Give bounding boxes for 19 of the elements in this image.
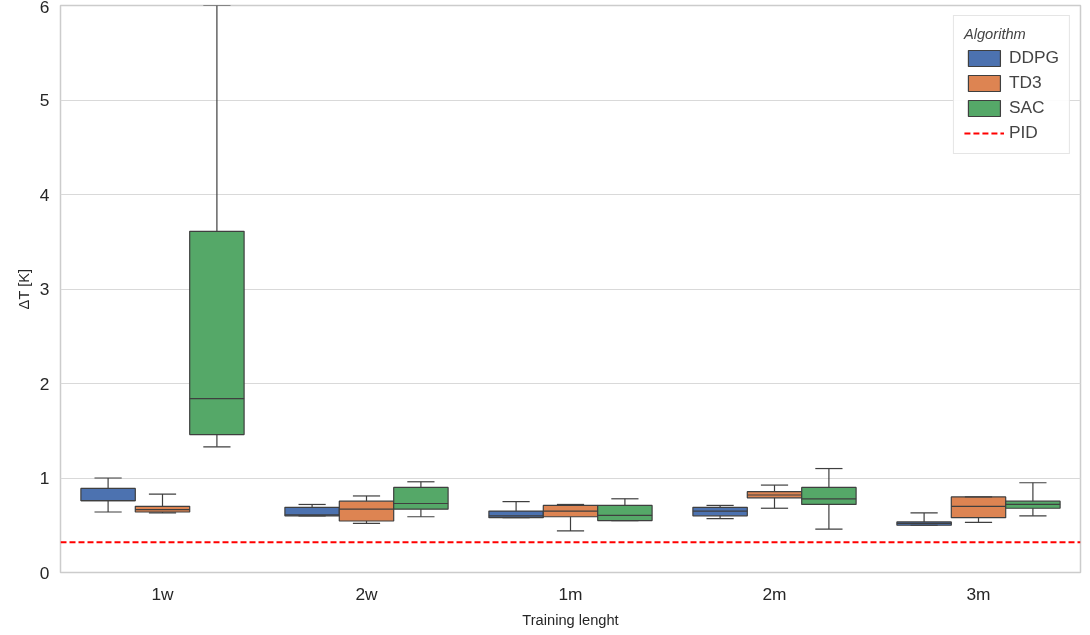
legend-label: SAC	[1008, 97, 1045, 118]
x-axis-title: Training lenght	[522, 611, 619, 628]
x-tick-label: 2m	[762, 583, 787, 604]
y-tick-label: 3	[39, 279, 50, 299]
y-tick-label: 6	[39, 0, 50, 17]
y-tick-label: 4	[39, 184, 50, 205]
x-tick-label: 3m	[966, 583, 991, 604]
x-tick-label: 2w	[355, 583, 379, 604]
legend-label: TD3	[1008, 72, 1042, 93]
y-tick-label: 5	[39, 90, 50, 110]
y-tick-label: 2	[39, 373, 50, 394]
y-tick-label: 1	[39, 468, 50, 488]
y-axis-title: ΔT [K]	[15, 268, 32, 310]
legend-label: PID	[1008, 122, 1038, 143]
legend-label: DDPG	[1008, 47, 1059, 68]
x-tick-label: 1m	[558, 583, 583, 604]
x-tick-label: 1w	[151, 583, 175, 604]
legend-title: Algorithm	[963, 26, 1027, 42]
y-tick-label: 0	[39, 562, 50, 583]
